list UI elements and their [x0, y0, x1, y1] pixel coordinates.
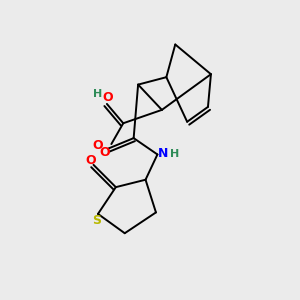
- Text: O: O: [85, 154, 96, 167]
- Text: N: N: [158, 147, 168, 161]
- Text: O: O: [102, 91, 113, 104]
- Text: O: O: [100, 146, 110, 159]
- Text: H: H: [93, 89, 102, 99]
- Text: S: S: [92, 214, 101, 227]
- Text: H: H: [170, 149, 179, 159]
- Text: O: O: [92, 139, 103, 152]
